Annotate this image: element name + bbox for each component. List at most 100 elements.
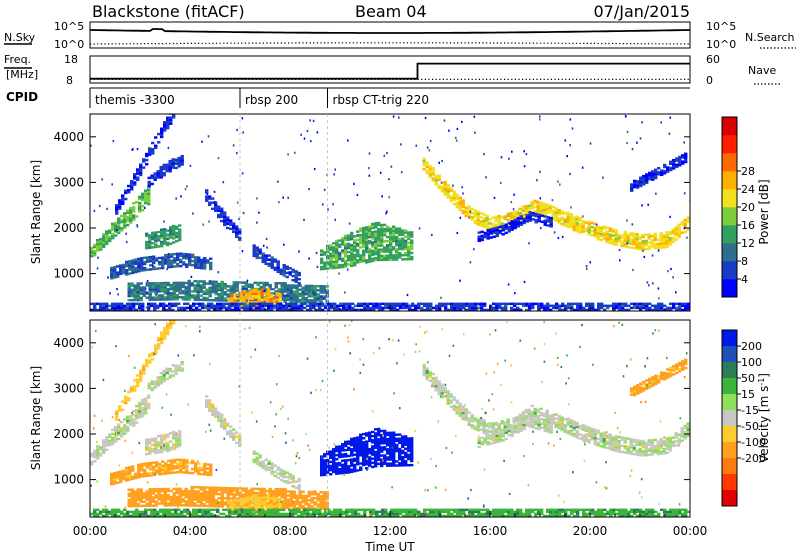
power-cell (188, 257, 192, 260)
power-cell (341, 239, 345, 242)
power-cell (527, 204, 531, 208)
velocity-cell (211, 496, 215, 500)
power-speck (242, 212, 245, 215)
velocity-cell (304, 503, 308, 506)
velocity-cell (139, 504, 143, 508)
power-cell (429, 306, 433, 310)
velocity-cell (167, 463, 171, 467)
velocity-cell (280, 496, 284, 499)
velocity-cell (154, 437, 158, 440)
power-cell (662, 238, 666, 241)
power-cell (140, 267, 144, 270)
power-cell (217, 295, 221, 298)
velocity-cell (93, 460, 97, 463)
noise-left-tick-top: 10^5 (54, 20, 84, 33)
power-cell (566, 219, 570, 223)
power-cell (301, 292, 305, 296)
power-cell (507, 302, 511, 306)
power-cell (543, 306, 547, 310)
velocity-cell (320, 467, 324, 471)
power-cell (129, 306, 133, 310)
velocity-cell (220, 492, 224, 496)
power-speck (138, 265, 141, 268)
power-cell (615, 302, 619, 306)
power-cell (543, 304, 547, 308)
power-cell (236, 293, 240, 296)
velocity-cell (307, 492, 311, 496)
velocity-cell (241, 503, 245, 507)
power-cell (356, 244, 360, 248)
power-cell (297, 308, 301, 311)
velocity-cell (298, 502, 302, 506)
power-cell (208, 298, 212, 302)
power-speck (557, 236, 560, 240)
power-cell (307, 286, 311, 290)
velocity-cell (280, 492, 284, 495)
power-cell (564, 306, 568, 310)
colorbar-tick-label: 12 (741, 237, 755, 250)
velocity-cell (96, 451, 100, 454)
power-cell (163, 129, 167, 132)
power-cell (573, 302, 577, 306)
power-cell (555, 304, 559, 308)
velocity-cell (235, 441, 239, 445)
velocity-cell (344, 469, 348, 472)
power-cell (492, 302, 496, 306)
velocity-cell (217, 411, 221, 414)
power-speck (643, 255, 646, 259)
power-cell (121, 200, 125, 204)
velocity-cell (319, 495, 323, 498)
power-speck (557, 180, 559, 183)
power-cell (387, 302, 391, 306)
power-cell (320, 267, 324, 271)
power-cell (315, 302, 319, 306)
power-cell (225, 306, 229, 310)
velocity-cell (173, 458, 177, 462)
power-cell (534, 214, 538, 218)
power-cell (279, 272, 283, 276)
power-cell (110, 270, 114, 274)
power-cell (140, 259, 144, 262)
power-cell (497, 227, 501, 230)
power-cell (220, 295, 224, 298)
power-cell (193, 290, 197, 293)
power-cell (602, 231, 606, 235)
power-cell (479, 220, 483, 223)
power-speck (476, 308, 479, 311)
velocity-cell (185, 469, 189, 472)
power-cell (681, 156, 685, 159)
velocity-cell (130, 386, 134, 389)
power-cell (283, 282, 287, 285)
power-cell (629, 242, 633, 245)
power-cell (407, 233, 411, 236)
power-cell (174, 162, 178, 166)
power-cell (151, 284, 155, 287)
power-cell (599, 234, 603, 238)
power-cell (165, 304, 169, 308)
power-speck (209, 280, 211, 283)
velocity-cell (227, 500, 231, 503)
velocity-cell (338, 445, 342, 448)
power-cell (179, 264, 183, 268)
power-cell (447, 302, 451, 306)
power-cell (257, 292, 261, 295)
velocity-cell (294, 480, 298, 483)
power-cell (129, 213, 133, 216)
power-cell (648, 175, 652, 179)
power-cell (677, 227, 681, 231)
power-cell (383, 229, 387, 233)
velocity-cell (229, 493, 233, 496)
power-cell (176, 254, 180, 258)
power-cell (458, 202, 462, 206)
power-cell (498, 229, 502, 233)
power-cell (294, 276, 298, 279)
velocity-cell (326, 465, 330, 468)
velocity-cell (145, 492, 149, 495)
power-cell (548, 208, 552, 212)
power-cell (609, 304, 613, 308)
power-cell (232, 285, 236, 288)
power-cell (551, 218, 555, 221)
power-cell (111, 222, 115, 226)
velocity-cell (344, 442, 348, 446)
power-cell (420, 308, 424, 311)
